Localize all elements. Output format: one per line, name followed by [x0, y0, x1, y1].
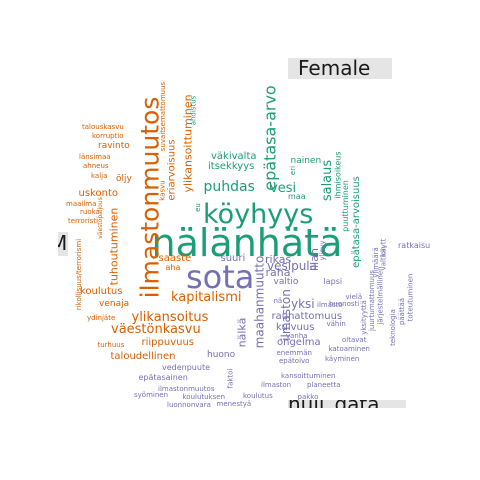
- cloud-word: köyhyys: [203, 198, 314, 230]
- cloud-word: ahdistus: [189, 95, 198, 125]
- cloud-word: vähin: [326, 319, 346, 328]
- cloud-word: nälkä: [235, 317, 249, 347]
- cloud-word: suuri: [220, 253, 246, 264]
- cloud-word: ahneus: [83, 161, 109, 170]
- cloud-word: katoaminen: [328, 344, 370, 353]
- cloud-word: tuhoutuminen: [107, 207, 121, 285]
- cloud-word: maahanmuutto: [251, 255, 266, 349]
- cloud-word: epätoivo: [279, 356, 310, 365]
- facet-label-female-text: Female: [298, 58, 371, 79]
- cloud-word: koulutus: [243, 391, 273, 400]
- facet-label-male-text: Male: [58, 232, 68, 255]
- cloud-word: itsekkyys: [208, 161, 255, 172]
- cloud-word: väestöpaljous: [96, 197, 104, 239]
- cloud-word: vesi: [270, 180, 297, 196]
- facet-label-null-data-text: null_data: [288, 400, 380, 408]
- cloud-word: rikollisuus/terrorismi: [74, 238, 83, 310]
- cloud-word: koulutuksen: [182, 392, 226, 401]
- cloud-word: uskonto: [78, 188, 118, 199]
- cloud-word: valtion: [379, 246, 388, 270]
- cloud-word: pakko: [297, 392, 319, 401]
- cloud-word: kalja: [91, 171, 108, 180]
- cloud-word: faktoi: [226, 368, 235, 388]
- cloud-word: epätasainen: [138, 373, 188, 382]
- cloud-word: rauhattomuus: [271, 311, 343, 322]
- cloud-word: ravinto: [98, 140, 130, 151]
- cloud-word: lapsi: [323, 277, 343, 286]
- cloud-word: terroristi: [68, 216, 98, 225]
- cloud-word: nä: [273, 296, 283, 305]
- cloud-word: kasvu: [158, 179, 167, 201]
- cloud-word: syöminen: [134, 390, 169, 399]
- cloud-word: yksityyttä: [359, 299, 368, 335]
- cloud-word: maa: [288, 192, 306, 201]
- cloud-word: ruoka: [80, 207, 100, 216]
- cloud-word: nainen: [290, 155, 322, 166]
- cloud-word: eu: [193, 202, 202, 212]
- cloud-word: maailma: [66, 199, 97, 208]
- cloud-word: vesipula: [267, 259, 317, 273]
- cloud-word: ydinjäte: [87, 313, 116, 322]
- cloud-word: ilmastonmuutos: [158, 384, 215, 393]
- cloud-word: rikas: [265, 252, 292, 266]
- cloud-word: huonosti: [329, 299, 360, 308]
- cloud-word: ilmasto: [317, 300, 343, 309]
- cloud-word: epätasa-arvo: [260, 85, 280, 191]
- facet-label-null-data: null_data: [288, 400, 406, 408]
- cloud-word: puuttuminen: [340, 180, 350, 232]
- cloud-word: huono: [207, 349, 236, 360]
- cloud-word: korruptio: [92, 131, 124, 140]
- cloud-word: teknologia: [388, 308, 397, 346]
- cloud-word: venaja: [99, 298, 130, 309]
- cloud-word: talouskasvu: [82, 122, 124, 131]
- cloud-word: eriarvoisuus: [166, 139, 178, 201]
- cloud-word: ylimäärä: [371, 246, 380, 278]
- cloud-word: toteutuminen: [406, 273, 415, 321]
- cloud-word: turhuus: [97, 340, 125, 349]
- cloud-word: vedenpuute: [162, 363, 211, 372]
- cloud-word: vanha: [286, 331, 308, 340]
- cloud-word: planeetta: [307, 380, 341, 389]
- cloud-word: juurtumattomuus: [367, 269, 376, 331]
- cloud-word: valtio: [273, 276, 299, 287]
- cloud-word: väkivalta: [211, 151, 257, 162]
- cloud-word: ylisyy: [318, 240, 327, 260]
- cloud-word: vielä: [345, 292, 363, 301]
- cloud-word: ongelma: [277, 337, 321, 348]
- cloud-word: kapitalismi: [171, 289, 242, 305]
- cloud-word: päättää: [397, 297, 406, 325]
- cloud-word: kansoittuminen: [281, 371, 336, 380]
- cloud-word: taloudellinen: [110, 351, 176, 362]
- cloud-word: luonnonvara: [167, 400, 211, 409]
- cloud-word: käyminen: [325, 354, 360, 363]
- cloud-word: menestyä: [216, 399, 252, 408]
- cloud-word: aha: [165, 263, 181, 272]
- cloud-word: riippuvuus: [141, 337, 195, 348]
- cloud-word: ratkaisu: [398, 241, 431, 250]
- cloud-word: öljy: [116, 173, 132, 184]
- facet-label-male: Male: [58, 232, 68, 256]
- cloud-word: yksi: [291, 297, 315, 311]
- cloud-word: sota: [186, 258, 255, 296]
- cloud-word: ilmaston: [261, 380, 292, 389]
- cloud-word: oltavat: [342, 335, 367, 344]
- cloud-word: enemmän: [276, 348, 312, 357]
- cloud-word: ylikansoitus: [131, 309, 209, 325]
- cloud-word: väestönkasvu: [111, 321, 201, 337]
- facet-label-female: Female: [288, 58, 392, 79]
- cloud-word: raha: [265, 265, 291, 279]
- cloud-word: kuivuus: [276, 322, 315, 333]
- cloud-word: saaste: [158, 253, 192, 264]
- cloud-word: epätasa-arvoisuus: [350, 176, 362, 268]
- cloud-word: eri: [288, 165, 297, 175]
- cloud-word: koulutus: [80, 286, 123, 297]
- cloud-word: salaus: [319, 159, 335, 201]
- cloud-word: länsimaa: [79, 152, 111, 161]
- cloud-word: puhdas: [203, 179, 255, 195]
- cloud-word: nälänhätä: [151, 221, 343, 265]
- cloud-word: suvaitsemattomuus: [158, 81, 167, 151]
